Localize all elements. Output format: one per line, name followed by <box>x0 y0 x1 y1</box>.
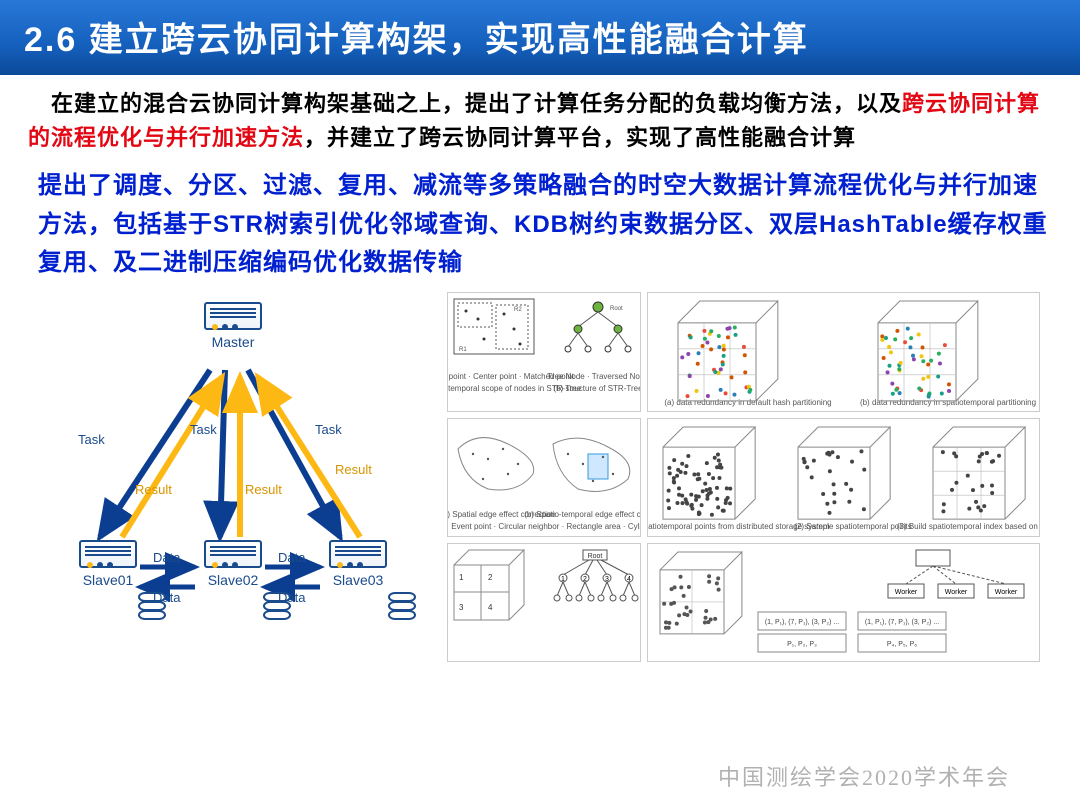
caption: (2) Sample spatiotemporal points <box>794 522 911 531</box>
edge-effect-figure: (a) Spatial edge effect correction (b) S… <box>447 418 641 537</box>
svg-text:R1: R1 <box>459 347 467 353</box>
svg-text:R2: R2 <box>514 307 522 313</box>
data-label: Data <box>278 590 305 605</box>
slave02-server: Slave02 <box>200 540 266 588</box>
slave02-label: Slave02 <box>208 572 259 588</box>
svg-text:Root: Root <box>610 306 623 312</box>
svg-text:P₁, P₂, P₃: P₁, P₂, P₃ <box>787 641 817 648</box>
slide-header: 2.6 建立跨云协同计算构架，实现高性能融合计算 <box>0 0 1080 75</box>
svg-text:1: 1 <box>459 573 464 582</box>
caption: (b) structure of STR-Tree <box>553 384 639 393</box>
svg-text:(1, P₁), (7, P₁), (3, P₂) ...: (1, P₁), (7, P₁), (3, P₂) ... <box>864 619 938 626</box>
task-label: Task <box>190 422 217 437</box>
worker-distribute-figure: Worker Worker Worker (1, P₁), (7, P₁), (3, … <box>647 543 1040 662</box>
data-label: Data <box>153 550 180 565</box>
server-icon <box>329 540 387 568</box>
para1-post: ，并建立了跨云协同计算平台，实现了高性能融合计算 <box>304 125 856 150</box>
svg-text:(1, P₁), (7, P₁), (3, P₂) ...: (1, P₁), (7, P₁), (3, P₂) ... <box>764 619 838 626</box>
svg-text:Worker: Worker <box>944 589 967 596</box>
data-label: Data <box>278 550 305 565</box>
svg-text:2: 2 <box>488 573 493 582</box>
svg-text:4: 4 <box>627 576 631 583</box>
task-label: Task <box>315 422 342 437</box>
slave01-server: Slave01 <box>75 540 141 588</box>
result-label: Result <box>135 482 172 497</box>
task-label: Task <box>78 432 105 447</box>
svg-text:1: 1 <box>561 576 565 583</box>
svg-text:Worker: Worker <box>994 589 1017 596</box>
disk-icon <box>388 592 418 622</box>
master-server: Master <box>200 302 266 350</box>
caption: (a) data redundancy in default hash part… <box>664 398 831 407</box>
result-label: Result <box>335 462 372 477</box>
svg-text:P₄, P₅, P₆: P₄, P₅, P₆ <box>887 641 917 648</box>
svg-text:3: 3 <box>605 576 609 583</box>
technical-figure-grid: R1 R2 Root Indexed point · Ce <box>447 292 1040 662</box>
slave03-server: Slave03 <box>325 540 391 588</box>
svg-text:2: 2 <box>583 576 587 583</box>
result-label: Result <box>245 482 282 497</box>
caption: Tree Node · Traversed Node <box>547 372 639 381</box>
paragraph-2: 提出了调度、分区、过滤、复用、减流等多策略融合的时空大数据计算流程优化与并行加速… <box>28 167 1052 282</box>
slide-content: 在建立的混合云协同计算构架基础之上，提出了计算任务分配的负载均衡方法，以及跨云协… <box>0 75 1080 662</box>
data-label: Data <box>153 590 180 605</box>
server-icon <box>204 540 262 568</box>
svg-text:4: 4 <box>488 603 493 612</box>
server-icon <box>204 302 262 330</box>
three-cubes-figure: (1) Read spatiotemporal points from dist… <box>647 418 1040 537</box>
cube-partition-figure: (a) data redundancy in default hash part… <box>647 292 1040 411</box>
svg-text:Worker: Worker <box>894 589 917 596</box>
caption: (3) Build spatiotemporal index based on … <box>896 522 1039 531</box>
master-label: Master <box>212 334 255 350</box>
master-slave-diagram: Master Slave01 Slave02 Slave03 <box>40 292 435 662</box>
svg-text:3: 3 <box>459 603 464 612</box>
paragraph-1: 在建立的混合云协同计算构架基础之上，提出了计算任务分配的负载均衡方法，以及跨云协… <box>28 87 1052 155</box>
server-icon <box>79 540 137 568</box>
diagram-row: Master Slave01 Slave02 Slave03 <box>28 292 1052 662</box>
str-tree-figure: R1 R2 Root Indexed point · Ce <box>447 292 641 411</box>
watermark: 中国测绘学会2020学术年会 <box>718 760 1010 792</box>
caption: (b) Spatio-temporal edge effect correcti… <box>524 510 639 519</box>
caption: Study area · Event point · Circular neig… <box>448 522 640 531</box>
slave03-label: Slave03 <box>333 572 384 588</box>
svg-text:Root: Root <box>588 553 603 560</box>
slave01-label: Slave01 <box>83 572 134 588</box>
slide-title: 2.6 建立跨云协同计算构架，实现高性能融合计算 <box>24 12 1056 61</box>
para1-pre: 在建立的混合云协同计算构架基础之上，提出了计算任务分配的负载均衡方法，以及 <box>28 91 902 116</box>
caption: (b) data redundancy in spatiotemporal pa… <box>860 398 1036 407</box>
hash-tree-figure: 1 2 3 4 Root 1 2 3 4 <box>447 543 641 662</box>
